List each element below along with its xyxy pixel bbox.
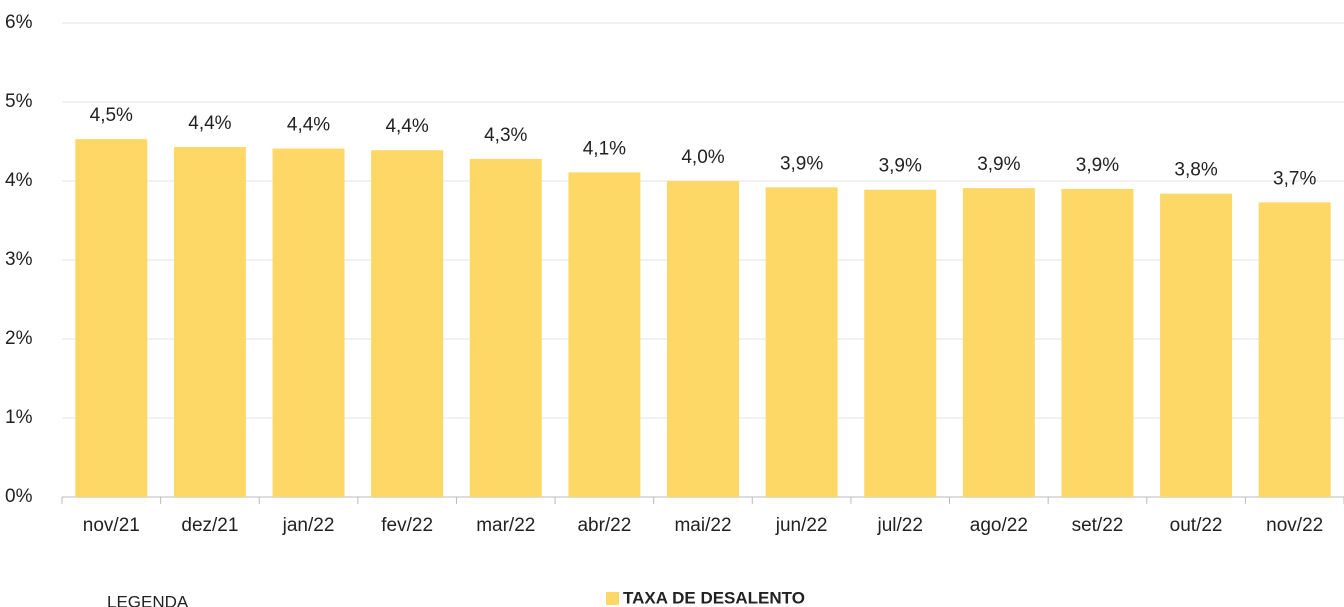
data-label: 3,8% [1174, 160, 1217, 181]
y-tick-label: 2% [5, 328, 33, 349]
bar [272, 148, 345, 498]
y-tick-label: 4% [5, 170, 33, 191]
y-tick-label: 0% [5, 486, 33, 507]
data-label: 4,1% [583, 138, 626, 159]
x-tick-label: nov/21 [83, 515, 140, 536]
legend-label: TAXA DE DESALENTO [623, 588, 805, 607]
bar [568, 172, 641, 497]
data-label: 3,9% [879, 156, 922, 177]
bar [765, 187, 838, 497]
x-tick-label: fev/22 [381, 515, 433, 536]
bar [173, 147, 246, 497]
bar [469, 158, 542, 497]
bar [962, 188, 1035, 498]
bar [1160, 193, 1233, 497]
x-tick-label: dez/21 [181, 515, 238, 536]
x-tick-label: jun/22 [775, 515, 828, 536]
bar [864, 189, 937, 497]
y-tick-label: 1% [5, 407, 33, 428]
data-label: 4,0% [681, 147, 724, 168]
y-tick-label: 3% [5, 249, 33, 270]
x-tick-label: ago/22 [970, 515, 1028, 536]
data-label: 4,4% [188, 113, 231, 134]
bar [75, 139, 148, 497]
data-label: 4,5% [90, 105, 133, 126]
legend-title: LEGENDA [107, 592, 189, 607]
data-label: 3,9% [780, 153, 823, 174]
bar [667, 181, 739, 497]
data-label: 4,3% [484, 125, 527, 146]
x-tick-label: nov/22 [1266, 515, 1323, 536]
x-tick-label: abr/22 [577, 515, 631, 536]
y-tick-label: 6% [5, 12, 33, 33]
data-label: 3,7% [1273, 168, 1316, 189]
bar [1061, 188, 1134, 497]
bar [371, 150, 444, 497]
x-tick-label: jan/22 [282, 515, 335, 536]
x-tick-label: jul/22 [877, 515, 923, 536]
legend-swatch [606, 592, 619, 605]
bar [1258, 202, 1331, 497]
x-tick-label: out/22 [1170, 515, 1223, 536]
y-tick-label: 5% [5, 91, 33, 112]
x-tick-label: set/22 [1072, 515, 1124, 536]
x-tick-label: mar/22 [476, 515, 535, 536]
x-tick-label: mai/22 [674, 515, 731, 536]
data-label: 3,9% [977, 154, 1020, 175]
data-label: 4,4% [287, 115, 330, 136]
data-label: 3,9% [1076, 155, 1119, 176]
data-label: 4,4% [385, 116, 428, 137]
